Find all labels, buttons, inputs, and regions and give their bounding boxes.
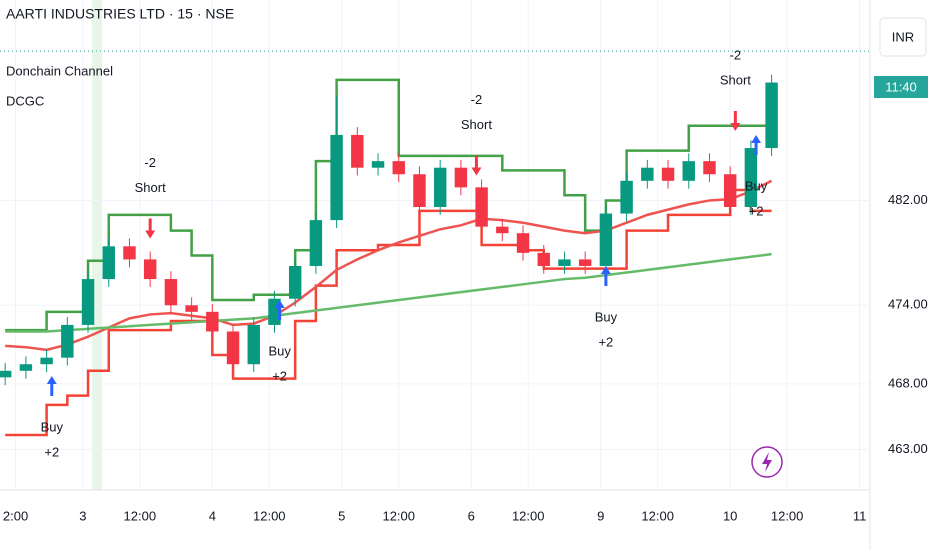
candle-body xyxy=(102,246,115,280)
signal-qty: +2 xyxy=(598,334,613,349)
candle-body xyxy=(309,220,323,266)
short-arrow xyxy=(145,218,156,239)
candle-body xyxy=(164,279,178,306)
candle-body xyxy=(371,161,385,168)
candle-body xyxy=(330,134,343,221)
candle-body xyxy=(143,259,157,280)
signal-label: Buy xyxy=(41,419,64,434)
candle-body xyxy=(413,174,426,208)
y-tick-label: 463.00 xyxy=(888,441,928,456)
candle-body xyxy=(226,331,240,365)
indicator-line xyxy=(5,179,773,352)
signal-label: Buy xyxy=(268,343,291,358)
candle-body xyxy=(620,180,633,214)
candle-body xyxy=(723,174,737,208)
candle-body xyxy=(558,259,571,266)
candle-body xyxy=(454,167,468,188)
x-tick-label: 10 xyxy=(723,508,737,523)
chart-title: AARTI INDUSTRIES LTD · 15 · NSE xyxy=(6,6,234,22)
candle-body xyxy=(123,246,136,260)
candle-body xyxy=(578,259,592,266)
signal-label: Short xyxy=(135,180,166,195)
buy-arrow xyxy=(274,300,285,321)
signal-qty: +2 xyxy=(44,444,59,459)
grid xyxy=(0,0,870,490)
x-tick-label: 5 xyxy=(338,508,345,523)
signal-qty: -2 xyxy=(144,155,156,170)
signal-label: Short xyxy=(720,72,751,87)
candle-body xyxy=(496,226,509,234)
signal-label: Buy xyxy=(595,309,618,324)
buy-arrow xyxy=(46,376,57,397)
candle-body xyxy=(661,167,675,181)
candle-body xyxy=(206,311,219,332)
candle-body xyxy=(247,324,260,365)
signal-qty: +2 xyxy=(749,203,764,218)
candle-body xyxy=(81,279,95,325)
candle-body xyxy=(40,357,53,365)
buy-arrow xyxy=(600,265,611,286)
short-arrow xyxy=(471,155,482,176)
countdown: 11:40 xyxy=(885,79,917,94)
y-tick-label: 482.00 xyxy=(888,192,928,207)
x-tick-label: 3 xyxy=(79,508,86,523)
y-tick-label: 468.00 xyxy=(888,375,928,390)
plot xyxy=(0,50,870,437)
indicator-name: Donchain Channel xyxy=(6,63,113,78)
candle-body xyxy=(185,305,198,312)
currency-box[interactable] xyxy=(879,17,927,57)
candle-body xyxy=(288,265,302,299)
indicator-name: DCGC xyxy=(6,93,44,108)
x-tick-label: 12:00 xyxy=(512,508,545,523)
candle-body xyxy=(0,370,12,378)
candle-body xyxy=(516,233,530,253)
x-tick-label: 12:00 xyxy=(641,508,674,523)
signal-qty: -2 xyxy=(471,92,483,107)
candle-body xyxy=(19,364,33,371)
y-tick-label: 474.00 xyxy=(888,297,928,312)
currency[interactable]: INR xyxy=(892,29,914,44)
short-arrow xyxy=(730,111,741,132)
candle-body xyxy=(682,161,695,181)
session-highlight xyxy=(92,0,102,490)
signal-label: Buy xyxy=(745,178,768,193)
x-tick-label: 12:00 xyxy=(771,508,804,523)
x-tick-label: 12:00 xyxy=(253,508,286,523)
candle-body xyxy=(392,161,405,175)
lightning xyxy=(762,452,772,472)
candle-body xyxy=(744,148,758,208)
candle-body xyxy=(537,252,550,266)
candle-body xyxy=(599,213,613,266)
x-tick-label: 9 xyxy=(597,508,604,523)
candle-body xyxy=(703,161,716,175)
x-tick-label: 4 xyxy=(209,508,216,523)
candle-body xyxy=(475,187,488,227)
countdown-box xyxy=(874,76,928,98)
x-tick-label: 6 xyxy=(468,508,475,523)
candle-body xyxy=(61,324,74,358)
candle-body xyxy=(433,167,447,208)
x-tick-label: 2:00 xyxy=(3,508,28,523)
x-tick-label: 11 xyxy=(853,508,867,523)
signal-qty: +2 xyxy=(272,368,287,383)
indicator-line xyxy=(5,252,772,333)
x-tick-label: 12:00 xyxy=(124,508,157,523)
signal-qty: -2 xyxy=(730,47,742,62)
candle-body xyxy=(641,167,654,181)
signal-label: Short xyxy=(461,117,492,132)
candle-body xyxy=(765,82,778,149)
buy-arrow xyxy=(751,134,762,155)
candle-body xyxy=(351,134,364,168)
x-tick-label: 12:00 xyxy=(382,508,415,523)
